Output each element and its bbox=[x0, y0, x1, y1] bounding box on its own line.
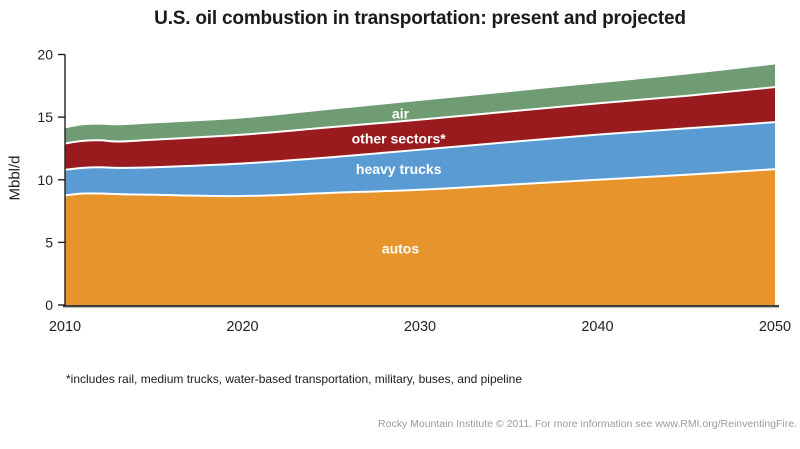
x-tick-label: 2010 bbox=[49, 319, 81, 335]
area-other-sectors bbox=[65, 87, 775, 170]
series-label-autos: autos bbox=[382, 241, 420, 257]
band-separator bbox=[64, 168, 776, 198]
x-tick-label: 2020 bbox=[226, 319, 258, 335]
chart-title: U.S. oil combustion in transportation: p… bbox=[154, 8, 686, 29]
y-tick-label: 10 bbox=[37, 172, 53, 188]
x-tick-label: 2040 bbox=[581, 319, 613, 335]
series-label-heavy-trucks: heavy trucks bbox=[356, 161, 442, 177]
y-tick-label: 5 bbox=[45, 234, 53, 250]
area-autos bbox=[65, 169, 775, 305]
band-separator bbox=[64, 121, 776, 171]
series-label-air: air bbox=[392, 105, 410, 121]
credit-line: Rocky Mountain Institute © 2011. For mor… bbox=[378, 418, 797, 430]
x-tick-label: 2050 bbox=[759, 319, 791, 335]
series-label-other-sectors: other sectors* bbox=[352, 130, 447, 146]
y-tick-label: 0 bbox=[45, 297, 53, 313]
band-separator bbox=[64, 86, 776, 145]
area-air bbox=[65, 64, 775, 144]
y-tick-label: 20 bbox=[37, 47, 53, 63]
footnote: *includes rail, medium trucks, water-bas… bbox=[66, 372, 522, 386]
x-tick-label: 2030 bbox=[404, 319, 436, 335]
area-heavy-trucks bbox=[65, 122, 775, 197]
y-tick-label: 15 bbox=[37, 109, 53, 125]
